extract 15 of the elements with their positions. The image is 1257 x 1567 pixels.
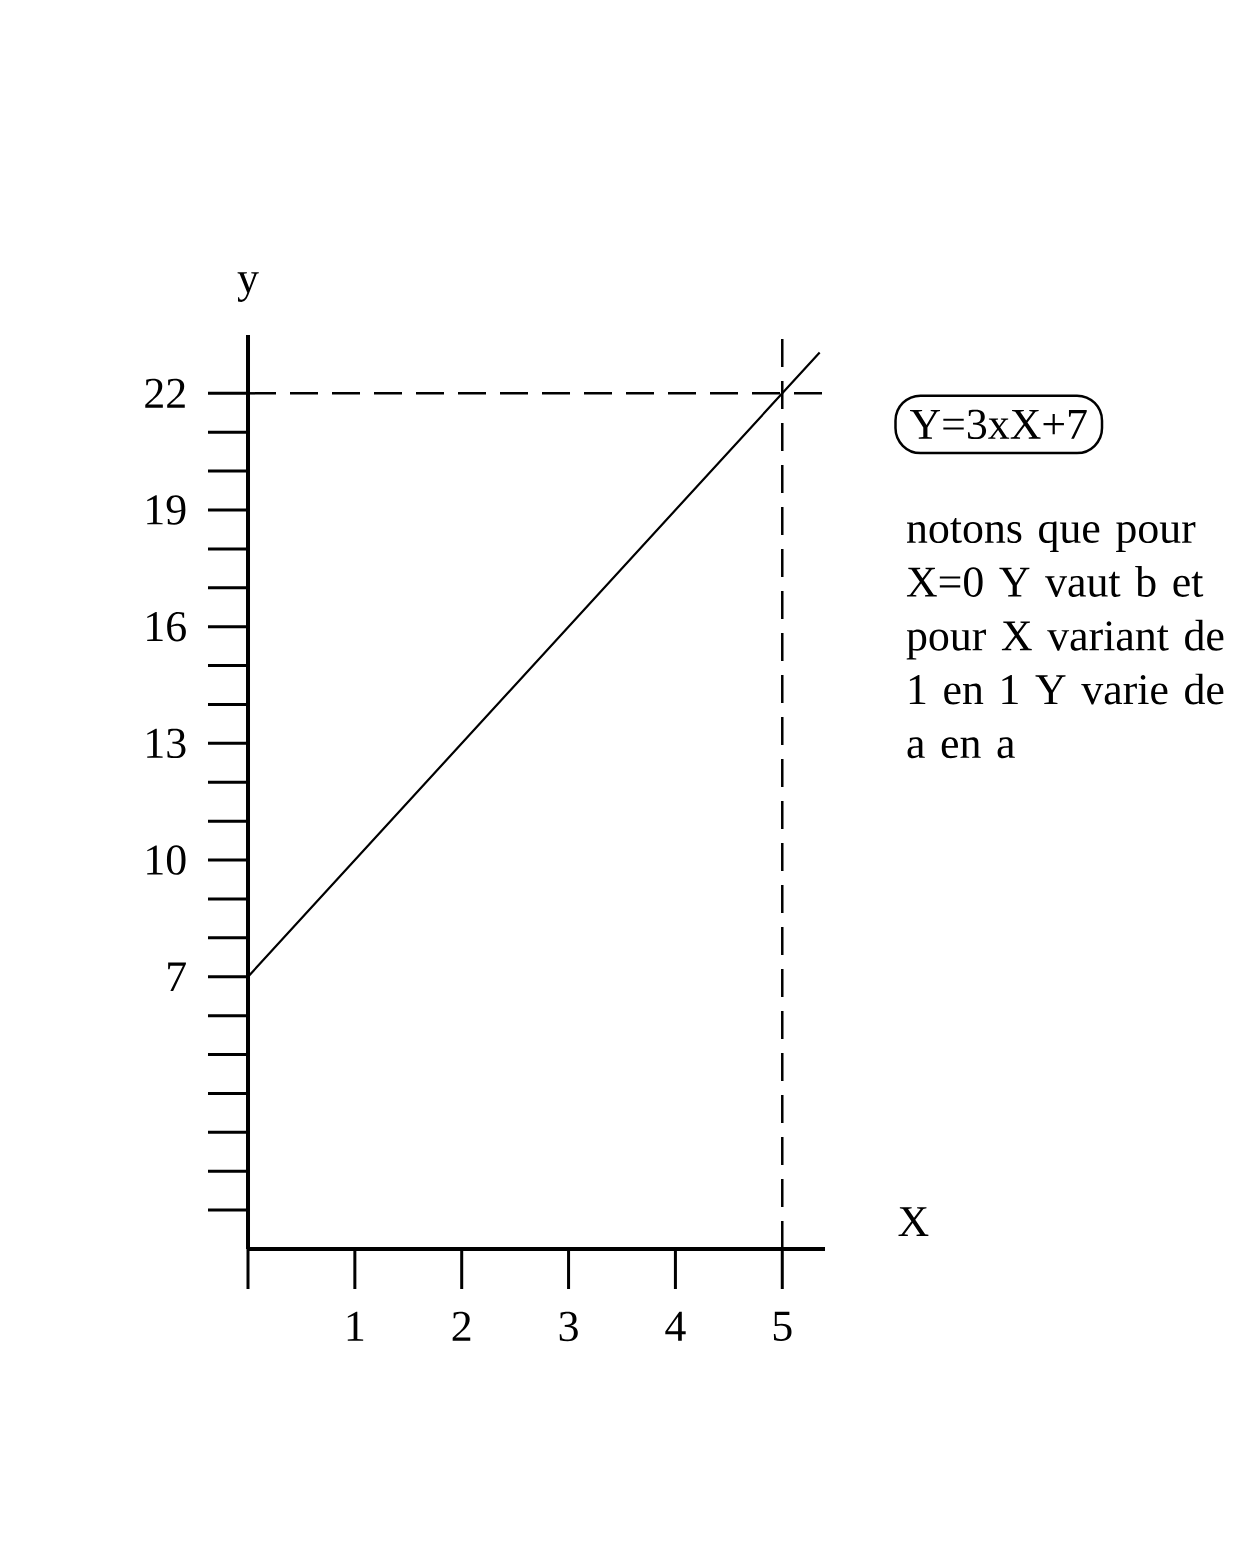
x-tick-label: 3 — [559, 1311, 578, 1342]
y-tick-label: 19 — [147, 495, 186, 525]
y-tick-label: 10 — [147, 845, 186, 875]
text: notons que pour X=0 Y vaut b et pour X variant de 1 en 1 Y varie de a en a — [906, 517, 1224, 759]
x-axis-title: X — [898, 1207, 929, 1236]
y-tick-label: 13 — [147, 728, 186, 759]
text: Y=3xX+7 — [910, 409, 1087, 440]
y-tick-label: 16 — [147, 611, 186, 642]
y-axis-title: y — [237, 272, 259, 302]
y-tick-label: 7 — [168, 962, 186, 992]
x-tick-label: 4 — [665, 1311, 686, 1341]
x-tick-label: 2 — [452, 1311, 471, 1341]
y-tick-label: 22 — [145, 378, 185, 408]
x-tick-label: 5 — [773, 1311, 792, 1341]
x-tick-label: 1 — [347, 1311, 364, 1341]
